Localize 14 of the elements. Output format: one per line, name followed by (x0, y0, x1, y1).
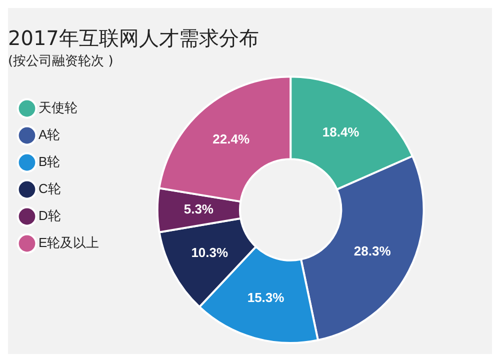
legend-label: E轮及以上 (38, 235, 100, 250)
legend-label: A轮 (38, 127, 60, 142)
legend-label: 天使轮 (38, 100, 78, 116)
data-label: 10.3% (191, 244, 228, 260)
data-label: 28.3% (354, 243, 392, 258)
chart-title: 2017年互联网人才需求分布 (8, 26, 259, 50)
data-label: 22.4% (212, 131, 250, 146)
legend-label: D轮 (38, 208, 61, 224)
data-label: 5.3% (184, 202, 214, 217)
data-label: 18.4% (322, 124, 360, 140)
legend-label: C轮 (38, 181, 61, 196)
legend-label: B轮 (38, 154, 60, 170)
data-label: 15.3% (247, 290, 285, 305)
chart-subtitle: (按公司融资轮次 ) (8, 54, 114, 70)
